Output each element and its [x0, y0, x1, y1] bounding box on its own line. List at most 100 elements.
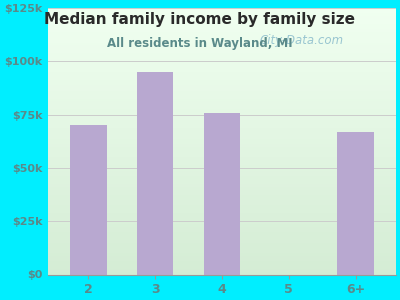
- Bar: [48, 46, 396, 48]
- Bar: [48, 219, 396, 221]
- Bar: [48, 195, 396, 197]
- Bar: [48, 259, 396, 261]
- Bar: [48, 14, 396, 16]
- Bar: [48, 11, 396, 14]
- Bar: [48, 144, 396, 147]
- Bar: [337, 132, 374, 274]
- Bar: [48, 266, 396, 269]
- Bar: [48, 123, 396, 125]
- Bar: [48, 29, 396, 32]
- Bar: [48, 80, 396, 83]
- Bar: [48, 224, 396, 226]
- Bar: [48, 152, 396, 155]
- Bar: [48, 181, 396, 184]
- Bar: [48, 205, 396, 208]
- Bar: [48, 61, 396, 64]
- Bar: [48, 208, 396, 211]
- Bar: [48, 211, 396, 213]
- Bar: [48, 147, 396, 149]
- Bar: [48, 200, 396, 202]
- Bar: [48, 221, 396, 224]
- Bar: [48, 232, 396, 235]
- Bar: [48, 248, 396, 250]
- Bar: [48, 213, 396, 216]
- Bar: [48, 77, 396, 80]
- Bar: [48, 173, 396, 176]
- Bar: [48, 64, 396, 67]
- Bar: [48, 125, 396, 128]
- Bar: [48, 226, 396, 229]
- Bar: [48, 85, 396, 88]
- Bar: [48, 178, 396, 181]
- Bar: [48, 168, 396, 171]
- Bar: [48, 32, 396, 35]
- Bar: [48, 93, 396, 96]
- Bar: [70, 125, 106, 274]
- Bar: [48, 163, 396, 165]
- Bar: [48, 165, 396, 168]
- Bar: [48, 250, 396, 253]
- Bar: [48, 160, 396, 163]
- Bar: [48, 75, 396, 77]
- Bar: [48, 237, 396, 240]
- Bar: [48, 72, 396, 75]
- Bar: [48, 40, 396, 43]
- Bar: [48, 43, 396, 46]
- Bar: [48, 229, 396, 232]
- Bar: [48, 149, 396, 152]
- Bar: [48, 189, 396, 192]
- Text: All residents in Wayland, MI: All residents in Wayland, MI: [107, 38, 293, 50]
- Bar: [137, 72, 174, 274]
- Bar: [48, 240, 396, 242]
- Bar: [48, 27, 396, 29]
- Bar: [48, 115, 396, 117]
- Bar: [48, 176, 396, 178]
- Bar: [48, 56, 396, 59]
- Bar: [48, 253, 396, 256]
- Bar: [48, 69, 396, 72]
- Bar: [48, 192, 396, 195]
- Text: Median family income by family size: Median family income by family size: [44, 12, 356, 27]
- Bar: [48, 91, 396, 93]
- Bar: [48, 53, 396, 56]
- Bar: [48, 16, 396, 19]
- Bar: [48, 155, 396, 157]
- Bar: [48, 216, 396, 219]
- Bar: [48, 136, 396, 139]
- Bar: [48, 117, 396, 120]
- Bar: [48, 19, 396, 22]
- Bar: [48, 35, 396, 38]
- Bar: [48, 264, 396, 266]
- Bar: [48, 96, 396, 99]
- Bar: [48, 120, 396, 123]
- Bar: [48, 48, 396, 51]
- Bar: [48, 128, 396, 131]
- Bar: [48, 171, 396, 173]
- Bar: [48, 184, 396, 187]
- Bar: [48, 107, 396, 110]
- Bar: [48, 256, 396, 259]
- Text: City-Data.com: City-Data.com: [260, 34, 344, 46]
- Bar: [48, 88, 396, 91]
- Bar: [48, 110, 396, 112]
- Bar: [48, 235, 396, 237]
- Bar: [48, 59, 396, 62]
- Bar: [48, 8, 396, 11]
- Bar: [204, 112, 240, 274]
- Bar: [48, 187, 396, 189]
- Bar: [48, 139, 396, 141]
- Bar: [48, 51, 396, 53]
- Bar: [48, 197, 396, 200]
- Bar: [48, 24, 396, 27]
- Bar: [48, 157, 396, 160]
- Bar: [48, 133, 396, 136]
- Bar: [48, 245, 396, 248]
- Bar: [48, 242, 396, 245]
- Bar: [48, 101, 396, 104]
- Bar: [48, 22, 396, 24]
- Bar: [48, 269, 396, 272]
- Bar: [48, 99, 396, 101]
- Bar: [48, 261, 396, 264]
- Bar: [48, 104, 396, 107]
- Bar: [48, 202, 396, 205]
